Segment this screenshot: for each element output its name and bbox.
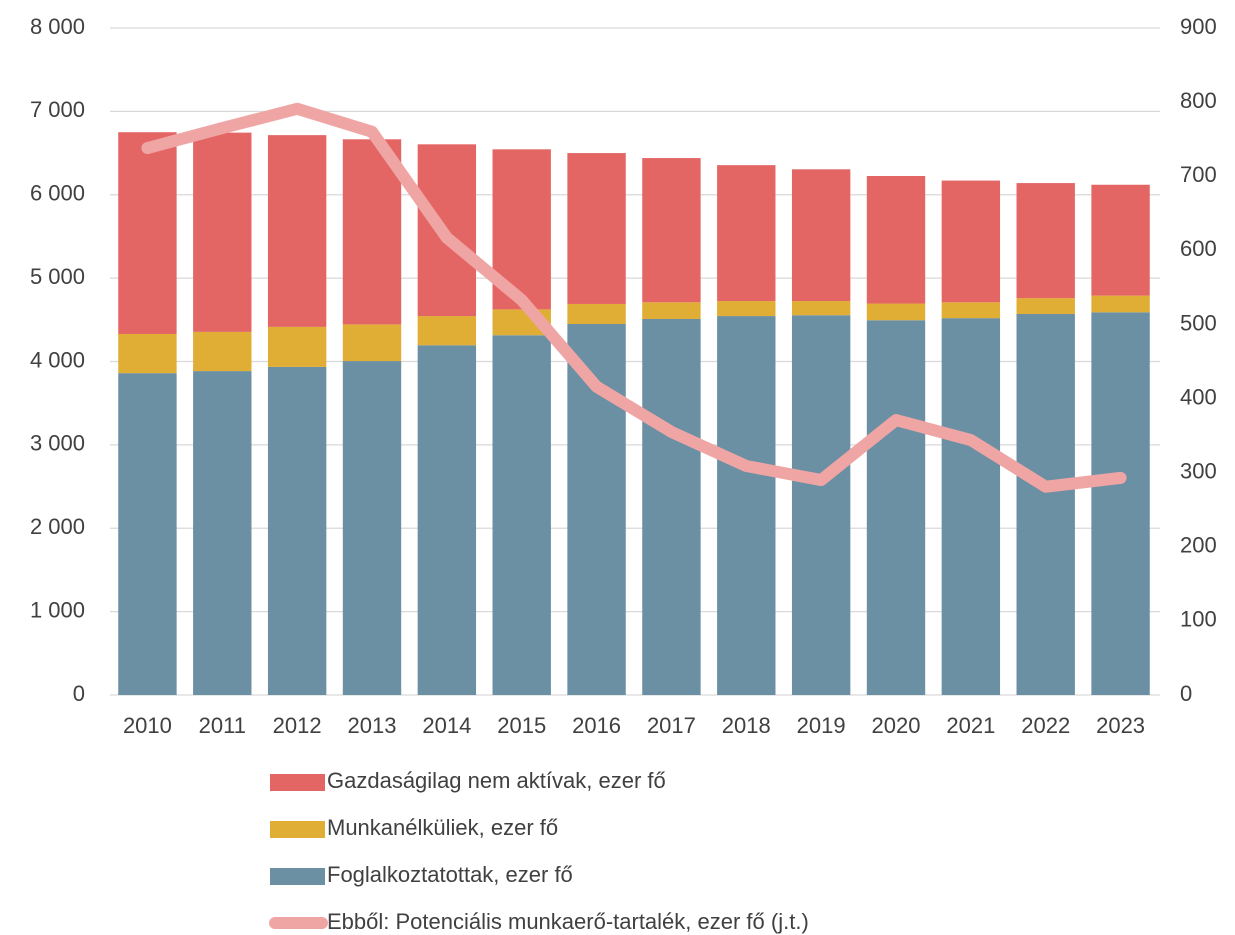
- line-series: [141, 102, 1127, 493]
- bar-segment: [791, 315, 851, 695]
- x-tick-label: 2015: [497, 713, 546, 738]
- bar-segment: [1016, 183, 1075, 299]
- bar-segment: [866, 175, 926, 304]
- bar-segment: [193, 331, 252, 372]
- y2-tick-label: 200: [1180, 533, 1217, 558]
- y-tick-label: 6 000: [30, 181, 85, 206]
- x-tick-label: 2014: [422, 713, 471, 738]
- x-tick-label: 2016: [572, 713, 621, 738]
- y2-tick-label: 600: [1180, 236, 1217, 261]
- y2-tick-label: 400: [1180, 384, 1217, 409]
- bar-segment: [866, 320, 926, 695]
- bar-segment: [941, 180, 1001, 303]
- y-tick-label: 1 000: [30, 597, 85, 622]
- bar-segment: [342, 139, 402, 325]
- bar-segment: [791, 301, 851, 316]
- bar-segment: [492, 335, 551, 695]
- bar-segment: [642, 158, 701, 303]
- bar-segment: [118, 132, 177, 334]
- x-tick-label: 2011: [199, 713, 246, 738]
- bar-segment: [267, 135, 327, 327]
- bar-segment: [717, 165, 776, 302]
- y2-tick-label: 300: [1180, 458, 1217, 483]
- bar-segment: [791, 169, 851, 302]
- x-tick-label: 2019: [797, 713, 846, 738]
- legend-swatch: [270, 774, 325, 791]
- bar-segment: [267, 326, 327, 367]
- x-tick-label: 2021: [946, 713, 995, 738]
- bar-segment: [342, 324, 402, 362]
- x-tick-label: 2017: [647, 713, 696, 738]
- bar-segment: [1091, 295, 1150, 313]
- bar-segment: [1091, 312, 1150, 695]
- x-tick-label: 2018: [722, 713, 771, 738]
- y2-tick-label: 500: [1180, 310, 1217, 335]
- x-tick-label: 2023: [1096, 713, 1145, 738]
- y2-tick-label: 900: [1180, 14, 1217, 39]
- bar-segment: [193, 371, 252, 695]
- legend-label: Gazdaságilag nem aktívak, ezer fő: [327, 768, 666, 793]
- y-tick-label: 4 000: [30, 347, 85, 372]
- y2-tick-label: 100: [1180, 607, 1217, 632]
- bar-segment: [642, 318, 701, 695]
- x-tick-label: 2012: [273, 713, 322, 738]
- y-tick-label: 8 000: [30, 14, 85, 39]
- y-tick-label: 3 000: [30, 431, 85, 456]
- bar-segment: [193, 132, 252, 332]
- bar-segment: [417, 345, 477, 695]
- bar-segment: [1016, 298, 1075, 314]
- bar-segment: [866, 303, 926, 321]
- legend-swatch: [270, 821, 325, 838]
- legend-label: Ebből: Potenciális munkaerő-tartalék, ez…: [327, 909, 809, 934]
- bar-segment: [118, 373, 177, 695]
- y-tick-label: 5 000: [30, 264, 85, 289]
- legend-label: Foglalkoztatottak, ezer fő: [327, 862, 573, 887]
- bar-segment: [567, 153, 626, 304]
- bar-segment: [717, 301, 776, 317]
- x-tick-label: 2020: [872, 713, 921, 738]
- bar-segment: [118, 333, 177, 374]
- bar-segment: [267, 366, 327, 695]
- bar-segment: [1016, 313, 1075, 695]
- bar-segment: [417, 316, 477, 346]
- bar-segment: [717, 316, 776, 695]
- y-tick-label: 7 000: [30, 97, 85, 122]
- y2-tick-label: 700: [1180, 162, 1217, 187]
- bar-segment: [941, 318, 1001, 695]
- bar-segment: [642, 302, 701, 319]
- bar-segment: [567, 303, 626, 324]
- bar-segment: [1091, 184, 1150, 296]
- y-tick-label: 2 000: [30, 514, 85, 539]
- bar-segment: [941, 302, 1001, 319]
- y-tick-label: 0: [73, 681, 85, 706]
- y2-tick-label: 800: [1180, 88, 1217, 113]
- bar-segment: [342, 361, 402, 695]
- legend-swatch: [270, 868, 325, 885]
- x-tick-label: 2010: [123, 713, 172, 738]
- y2-tick-label: 0: [1180, 681, 1192, 706]
- x-tick-label: 2013: [348, 713, 397, 738]
- x-tick-label: 2022: [1021, 713, 1070, 738]
- legend-label: Munkanélküliek, ezer fő: [327, 815, 558, 840]
